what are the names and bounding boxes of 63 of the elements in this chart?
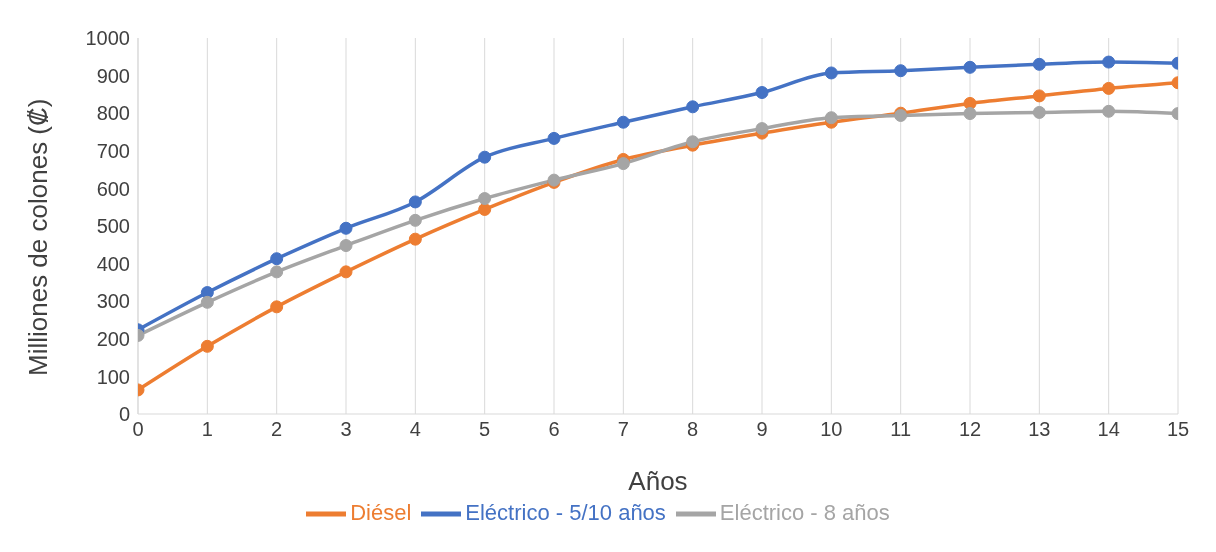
point xyxy=(339,239,353,253)
x-tick-label: 11 xyxy=(890,418,912,441)
point xyxy=(270,252,284,266)
x-tick-label: 0 xyxy=(132,418,144,441)
point xyxy=(408,195,422,209)
point xyxy=(755,122,769,136)
x-axis-title: Años xyxy=(628,466,688,496)
point xyxy=(963,60,977,74)
legend-label: Eléctrico - 5/10 años xyxy=(465,499,666,525)
point xyxy=(339,265,353,279)
x-tick-label: 1 xyxy=(201,418,213,441)
point xyxy=(1102,104,1116,118)
x-tick-label: 6 xyxy=(548,418,560,441)
x-tick-label: 12 xyxy=(958,418,982,441)
point xyxy=(478,202,492,216)
point xyxy=(1032,89,1046,103)
y-axis-title: Milliones de colones (₡) xyxy=(23,98,54,376)
point xyxy=(270,300,284,314)
point xyxy=(1102,55,1116,69)
y-tick-label: 700 xyxy=(96,139,130,162)
point xyxy=(824,111,838,125)
point xyxy=(1032,57,1046,71)
y-tick-label: 200 xyxy=(96,327,130,350)
x-tick-label: 15 xyxy=(1166,418,1190,441)
point xyxy=(200,339,214,353)
y-tick-label: 600 xyxy=(96,177,130,200)
point xyxy=(894,64,908,78)
point xyxy=(547,131,561,145)
y-tick-label: 900 xyxy=(96,64,130,87)
point xyxy=(755,86,769,100)
x-tick-label: 10 xyxy=(820,418,843,441)
y-tick-label: 0 xyxy=(118,403,130,426)
y-tick-label: 300 xyxy=(96,290,130,313)
x-tick-label: 8 xyxy=(687,418,699,441)
x-tick-label: 7 xyxy=(617,418,629,441)
point xyxy=(616,157,630,171)
y-tick-label: 500 xyxy=(96,215,130,238)
x-tick-label: 5 xyxy=(479,418,491,441)
point xyxy=(686,100,700,114)
x-tick-label: 2 xyxy=(271,418,283,441)
y-tick-label: 400 xyxy=(96,252,130,275)
legend-label: Eléctrico - 8 años xyxy=(719,499,890,525)
point xyxy=(270,265,284,279)
point xyxy=(824,66,838,80)
point xyxy=(478,150,492,164)
x-tick-label: 9 xyxy=(756,418,768,441)
y-tick-label: 800 xyxy=(96,102,130,125)
point xyxy=(408,213,422,227)
point xyxy=(339,221,353,235)
x-tick-label: 3 xyxy=(340,418,352,441)
point xyxy=(963,107,977,121)
point xyxy=(616,115,630,129)
y-tick-label: 100 xyxy=(96,365,130,388)
point xyxy=(1102,81,1116,95)
x-tick-label: 13 xyxy=(1028,418,1051,441)
x-tick-label: 14 xyxy=(1097,418,1120,441)
y-tick-label: 1000 xyxy=(85,27,130,50)
point xyxy=(1032,105,1046,119)
x-tick-label: 4 xyxy=(409,418,421,441)
point xyxy=(408,232,422,246)
point xyxy=(200,295,214,309)
legend-label: Diésel xyxy=(350,499,412,525)
point xyxy=(478,192,492,206)
